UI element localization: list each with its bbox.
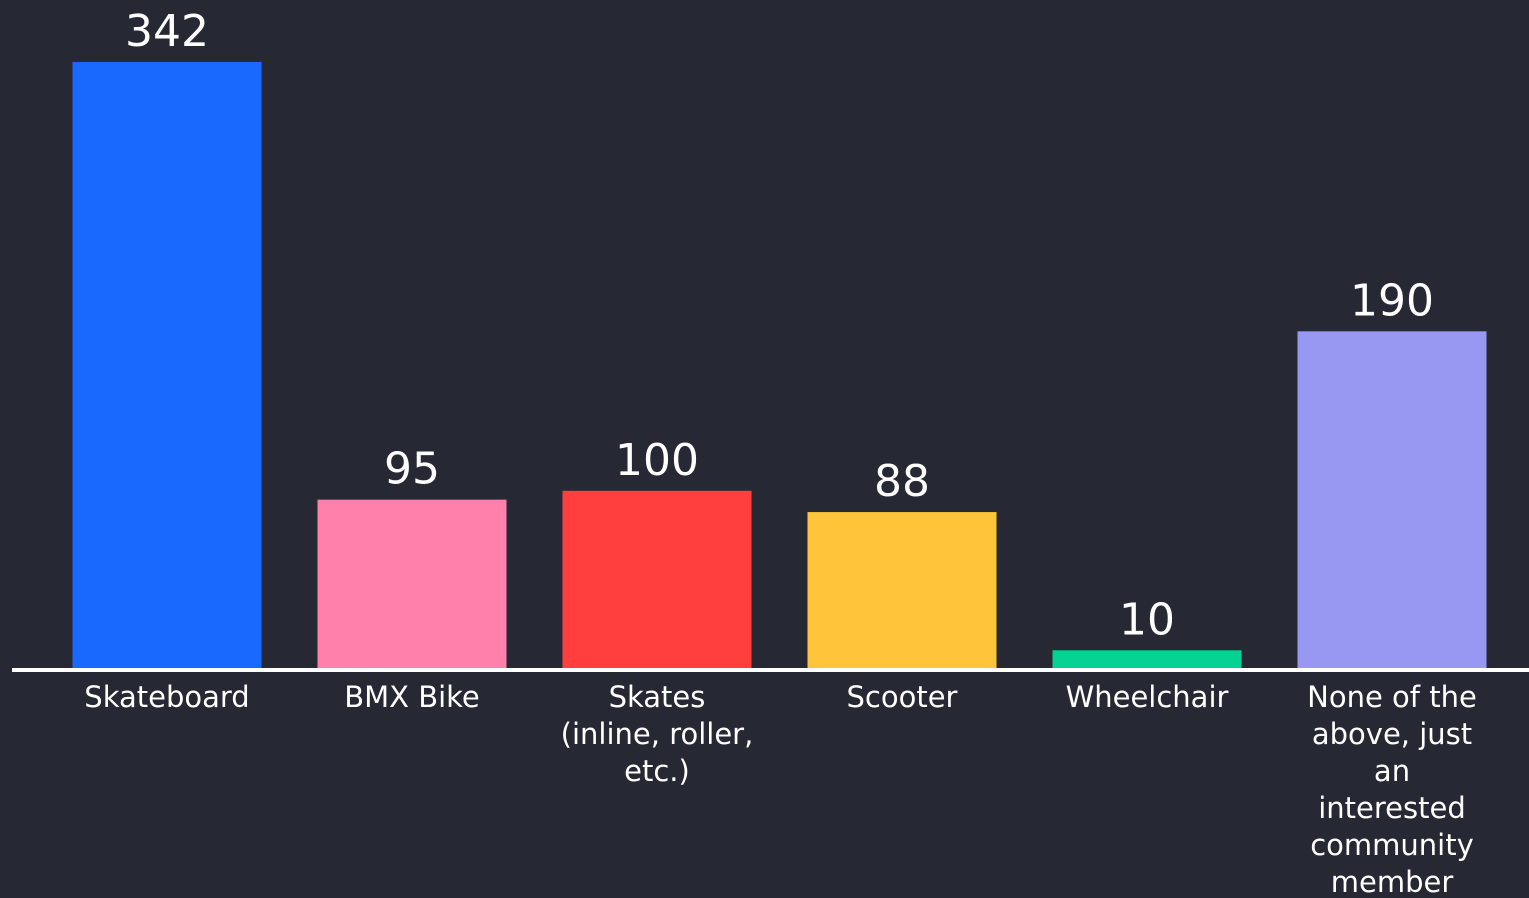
category-label-4: Wheelchair: [1066, 680, 1229, 714]
category-label-line: an: [1374, 754, 1410, 788]
category-label-line: member: [1331, 865, 1454, 898]
category-label-0: Skateboard: [84, 680, 249, 714]
value-label-2: 100: [615, 435, 699, 486]
category-label-line: interested: [1318, 791, 1466, 825]
category-label-line: above, just: [1312, 717, 1472, 751]
value-label-4: 10: [1119, 594, 1175, 645]
value-label-5: 190: [1350, 275, 1434, 326]
bar-0: [73, 62, 262, 668]
value-label-0: 342: [125, 6, 209, 57]
category-label-line: BMX Bike: [344, 680, 480, 714]
category-label-line: Skates: [609, 680, 706, 714]
bar-5: [1298, 331, 1487, 668]
category-label-line: etc.): [624, 754, 690, 788]
category-label-line: Skateboard: [84, 680, 249, 714]
bar-2: [563, 491, 752, 668]
value-label-3: 88: [874, 456, 930, 507]
category-label-line: Scooter: [847, 680, 958, 714]
category-label-line: Wheelchair: [1066, 680, 1229, 714]
value-label-1: 95: [384, 444, 440, 495]
bars-group: [73, 62, 1487, 668]
category-label-line: community: [1310, 828, 1474, 862]
category-labels-group: Skateboard BMX Bike Skates (inline, roller,…: [84, 680, 1477, 898]
category-label-5: None of the above, just an interested commun…: [1307, 680, 1477, 898]
bar-3: [808, 512, 997, 668]
bar-4: [1053, 650, 1242, 668]
category-label-3: Scooter: [847, 680, 958, 714]
category-label-2: Skates (inline, roller, etc.): [561, 680, 754, 788]
bar-1: [318, 500, 507, 668]
category-label-line: (inline, roller,: [561, 717, 754, 751]
category-label-line: None of the: [1307, 680, 1477, 714]
category-label-1: BMX Bike: [344, 680, 480, 714]
